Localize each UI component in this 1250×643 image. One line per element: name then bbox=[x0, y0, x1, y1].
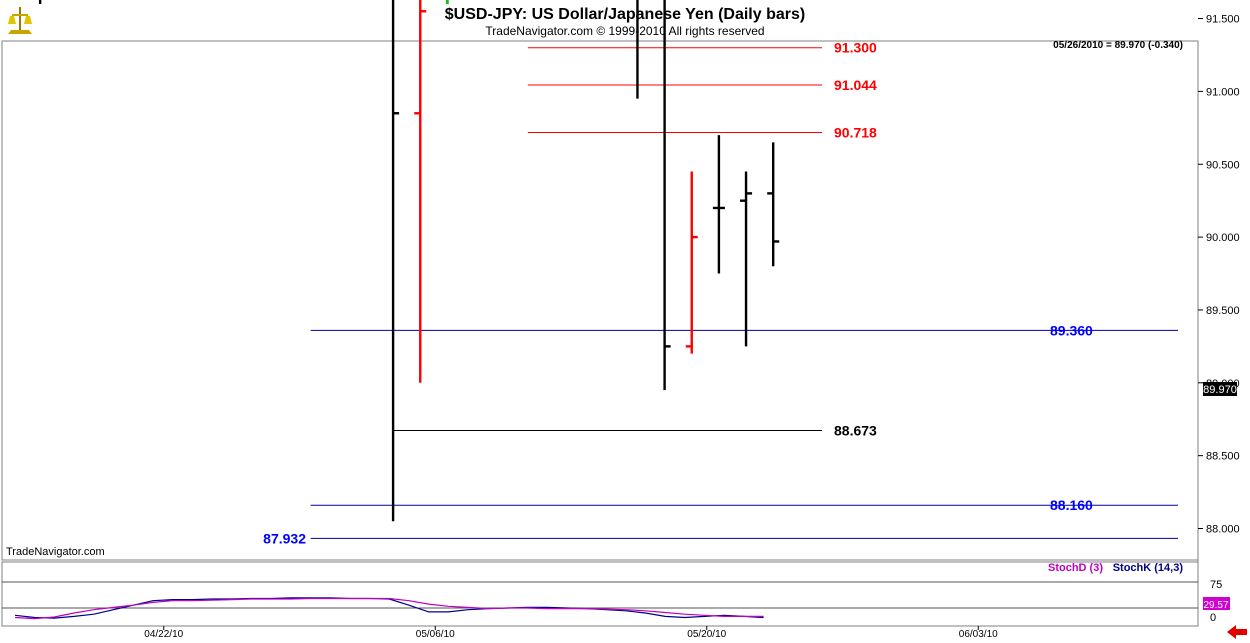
stoch-level-0: 0 bbox=[1210, 612, 1216, 624]
x-tick-label: 05/20/10 bbox=[687, 629, 726, 640]
x-tick-label: 04/22/10 bbox=[144, 629, 183, 640]
ohlc-bar bbox=[740, 171, 753, 347]
watermark-text: TradeNavigator.com bbox=[6, 546, 105, 558]
ohlc-bar bbox=[685, 171, 698, 354]
price-axis: 94.50094.00093.50093.00092.50092.00091.5… bbox=[1198, 14, 1240, 536]
ohlc-bar bbox=[663, 0, 671, 391]
ohlc-bar bbox=[38, 0, 42, 4]
stochastic-lines bbox=[2, 581, 1198, 620]
tradenavigator-logo-icon bbox=[3, 4, 37, 38]
stoch-level-75: 75 bbox=[1210, 579, 1222, 591]
stoch-value-label: 29.57 bbox=[1203, 600, 1228, 611]
level-label: 91.044 bbox=[834, 77, 877, 93]
stochk-legend: StochK (14,3) bbox=[1113, 562, 1184, 574]
x-tick-label: 05/06/10 bbox=[416, 629, 455, 640]
stoch-value-marker bbox=[1203, 597, 1230, 610]
y-tick-label: 91.500 bbox=[1206, 14, 1240, 26]
scroll-left-arrow-icon[interactable] bbox=[1227, 625, 1247, 639]
ohlc-bars bbox=[38, 0, 780, 522]
stochd-legend: StochD (3) bbox=[1048, 562, 1103, 574]
y-tick-label: 89.500 bbox=[1206, 305, 1240, 317]
ohlc-bar bbox=[636, 0, 639, 99]
price-pane-border bbox=[1, 40, 1199, 561]
level-label: 88.160 bbox=[1050, 497, 1093, 513]
stochd-line bbox=[14, 597, 764, 620]
level-label: 87.932 bbox=[263, 530, 306, 546]
indicator-pane-border bbox=[1, 561, 1199, 627]
level-label: 89.360 bbox=[1050, 322, 1093, 338]
level-label: 91.300 bbox=[834, 40, 877, 56]
y-tick-label: 91.000 bbox=[1206, 86, 1240, 98]
ohlc-bar bbox=[767, 142, 780, 267]
current-price-marker bbox=[1203, 382, 1237, 396]
price-levels: 93.11792.42891.73391.30091.04490.71889.3… bbox=[263, 40, 1178, 546]
date-axis: 04/22/10 05/06/10 05/20/10 06/03/10 bbox=[144, 626, 998, 640]
level-label: 88.673 bbox=[834, 422, 877, 438]
ohlc-bar bbox=[414, 0, 427, 383]
current-price-label: 89.970 bbox=[1203, 384, 1237, 396]
last-value-readout: 05/26/2010 = 89.970 (-0.340) bbox=[1053, 40, 1183, 51]
ohlc-bar bbox=[391, 0, 400, 522]
x-tick-label: 06/03/10 bbox=[959, 629, 998, 640]
y-tick-label: 90.000 bbox=[1206, 232, 1240, 244]
level-label: 90.718 bbox=[834, 124, 877, 140]
copyright-text: TradeNavigator.com © 1999-2010 All right… bbox=[485, 24, 764, 38]
y-tick-label: 90.500 bbox=[1206, 159, 1240, 171]
ohlc-bar bbox=[712, 135, 725, 274]
y-tick-label: 88.000 bbox=[1206, 524, 1240, 536]
chart-title: $USD-JPY: US Dollar/Japanese Yen (Daily … bbox=[445, 6, 805, 23]
y-tick-label: 88.500 bbox=[1206, 451, 1240, 463]
